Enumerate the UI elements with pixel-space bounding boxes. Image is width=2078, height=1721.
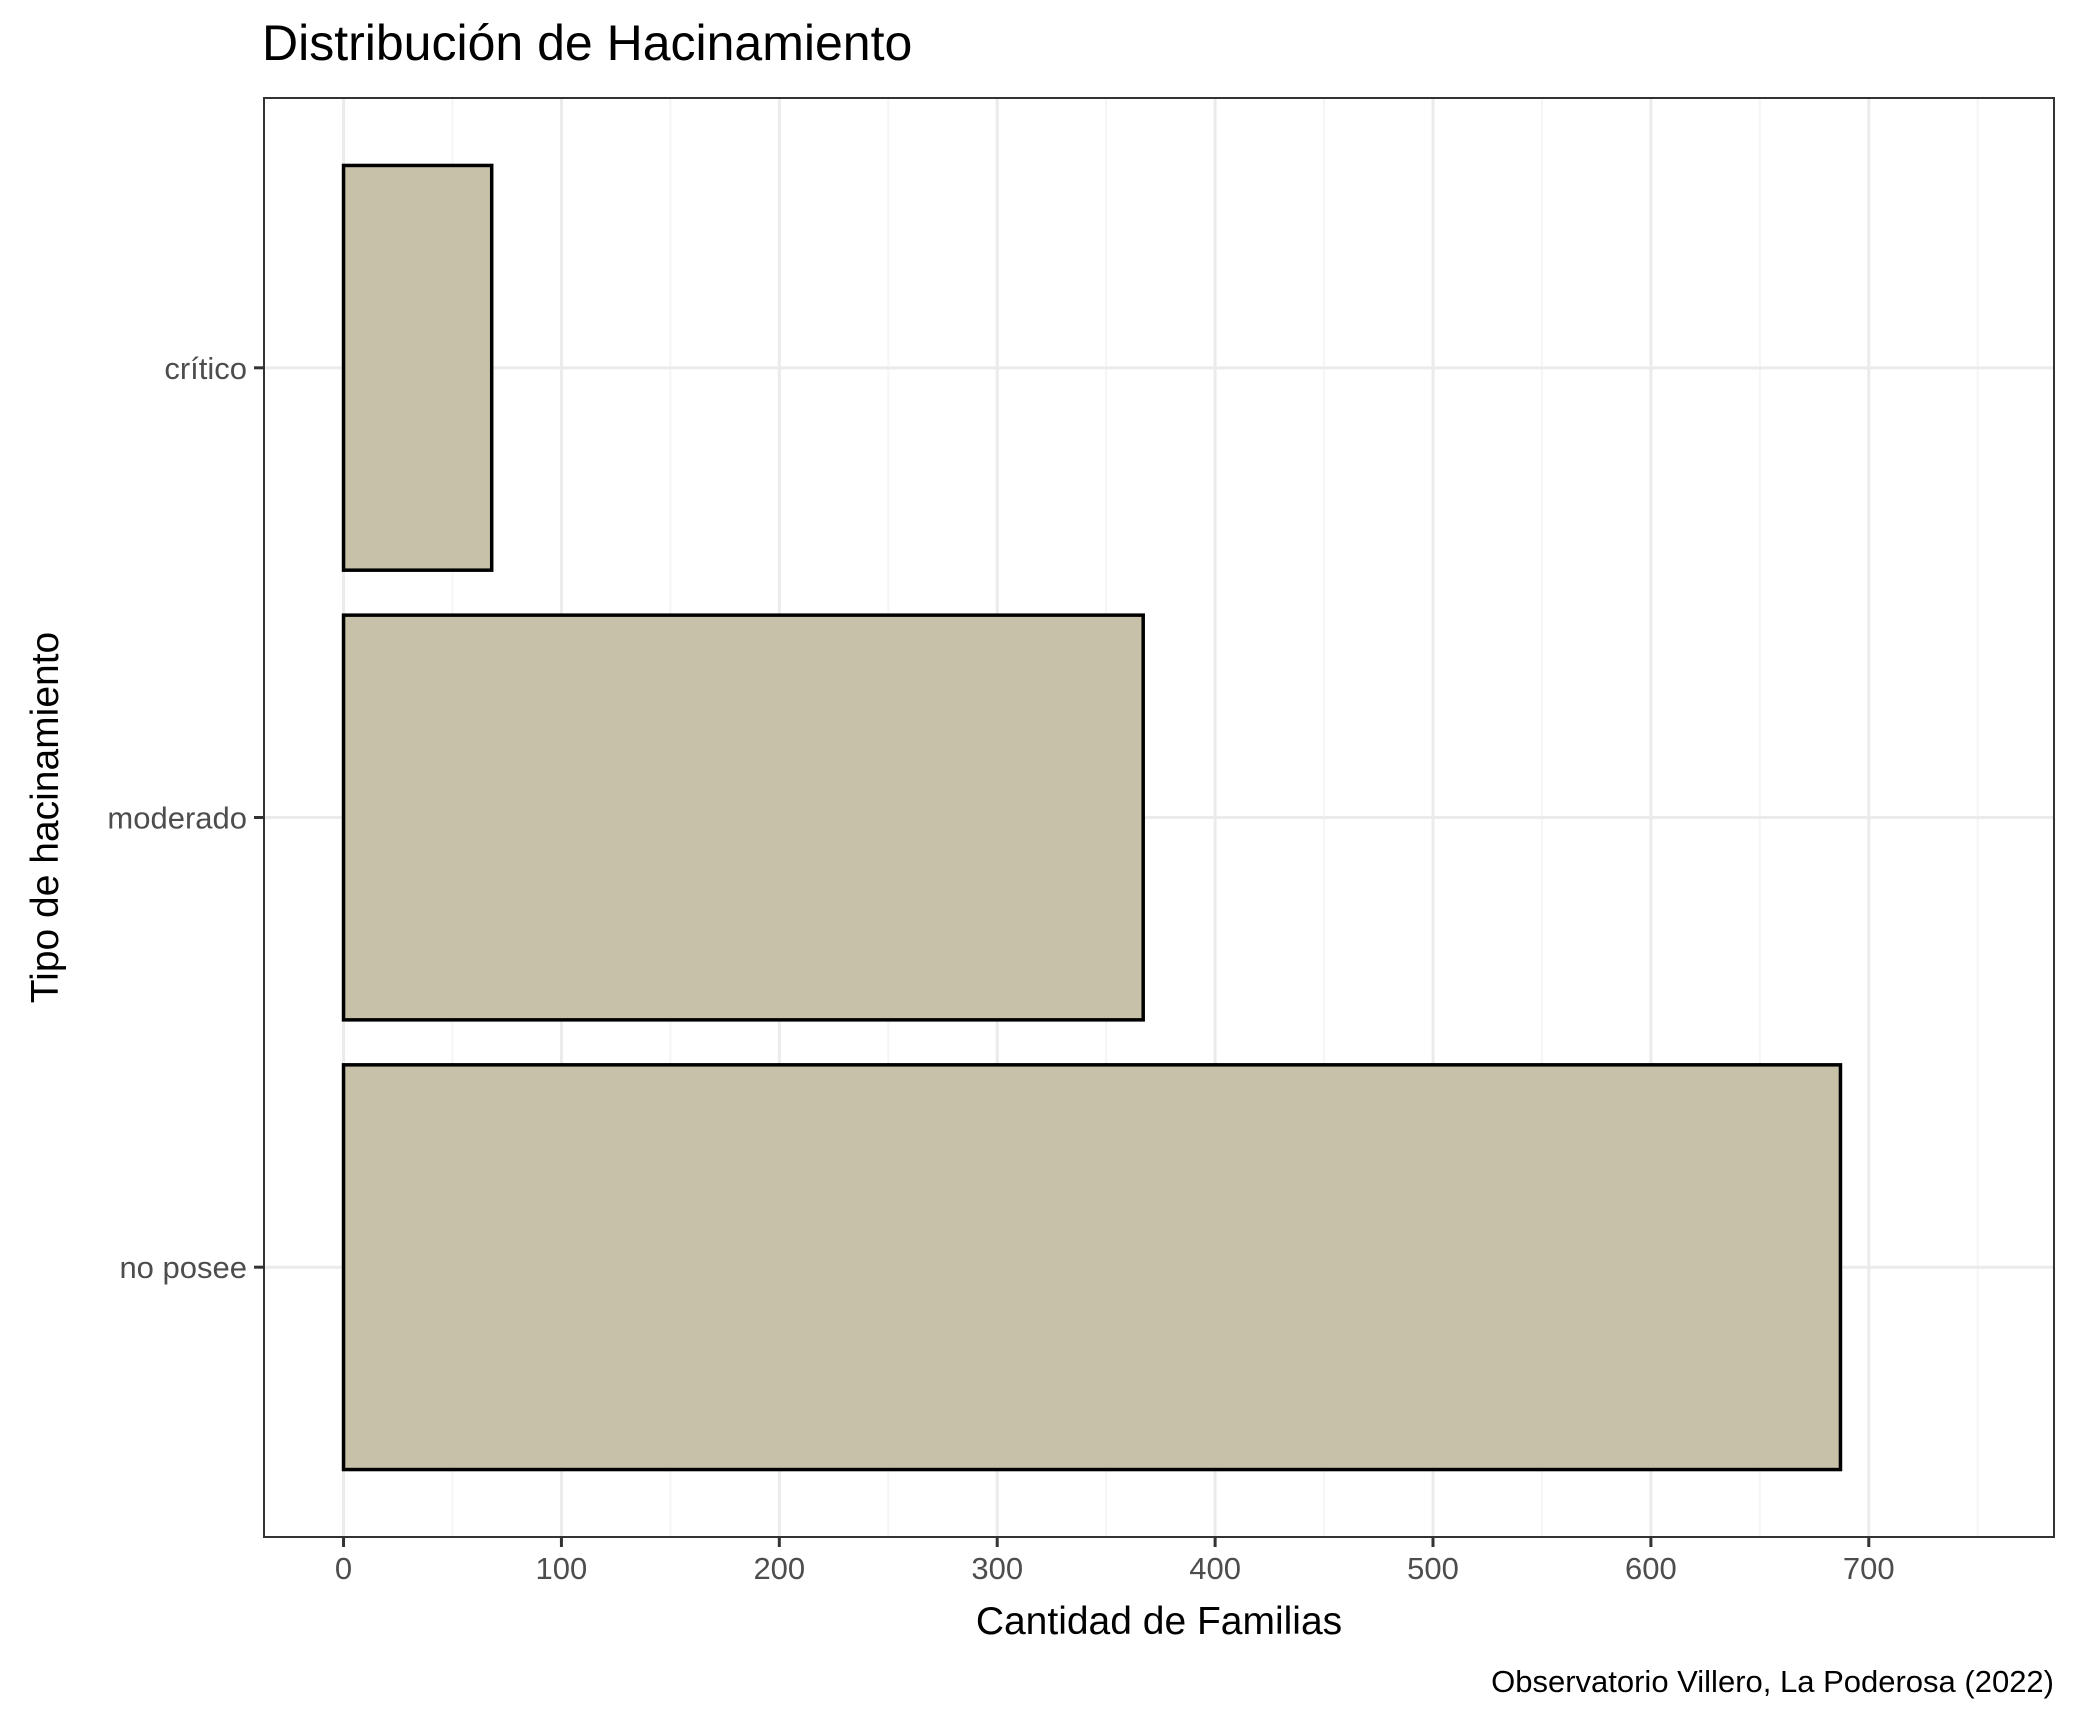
x-tick-label: 400 — [1189, 1551, 1241, 1586]
y-tick-label: moderado — [107, 801, 247, 836]
y-axis-title: Tipo de hacinamiento — [24, 632, 67, 1003]
bar-moderado — [341, 613, 1145, 1022]
x-tick-label: 500 — [1407, 1551, 1459, 1586]
x-tick-label: 700 — [1843, 1551, 1895, 1586]
y-axis: crítico moderado no posee — [107, 351, 264, 1285]
x-axis-title: Cantidad de Familias — [976, 1600, 1342, 1643]
x-tick-label: 600 — [1625, 1551, 1677, 1586]
bars — [341, 163, 1843, 1472]
chart-title: Distribución de Hacinamiento — [262, 15, 912, 71]
x-tick-label: 300 — [971, 1551, 1023, 1586]
x-axis: 0 100 200 300 400 500 600 700 — [335, 1537, 1895, 1586]
bar-crítico — [341, 163, 494, 572]
x-tick-label: 200 — [753, 1551, 805, 1586]
y-tick-label: crítico — [164, 351, 247, 386]
x-tick-label: 100 — [536, 1551, 588, 1586]
caption: Observatorio Villero, La Poderosa (2022) — [1491, 1664, 2054, 1699]
y-tick-label: no posee — [119, 1250, 247, 1285]
bar-no-posee — [341, 1063, 1843, 1472]
x-tick-label: 0 — [335, 1551, 352, 1586]
